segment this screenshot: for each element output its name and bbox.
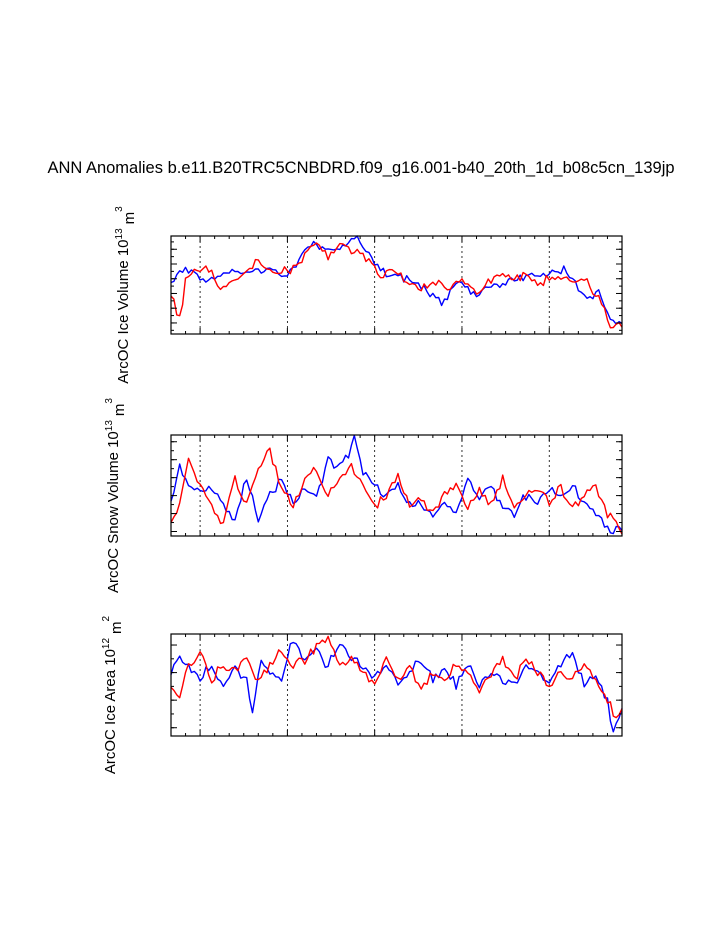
y-axis-label-part: m <box>121 212 138 225</box>
y-axis-label: ArcOC Ice Volume 1013 m3 <box>114 206 138 384</box>
y-axis-label-part: 13 <box>114 228 125 240</box>
plot-frame <box>170 434 623 537</box>
y-axis-label: ArcOC Snow Volume 1013 m3 <box>104 398 128 593</box>
y-axis-label: ArcOC Ice Area 1012 m2 <box>101 615 125 774</box>
y-axis-label-part: 3 <box>104 398 115 404</box>
y-axis-label-part: 12 <box>101 638 112 650</box>
y-axis-label-part: m <box>108 621 125 634</box>
chart-panel-3: ArcOC Ice Area 1012 m2 <box>101 615 623 774</box>
chart-panel-1: ArcOC Ice Volume 1013 m3 <box>114 206 623 384</box>
y-axis-label-part: m <box>111 404 128 417</box>
y-axis-label-part: 13 <box>104 420 115 432</box>
plot-frame <box>170 633 623 737</box>
series-line-blue <box>170 641 623 733</box>
y-axis-label-part: ArcOC Ice Area 10 <box>102 649 119 774</box>
main-title: ANN Anomalies b.e11.B20TRC5CNBDRD.f09_g1… <box>47 159 674 177</box>
plot-frame <box>170 235 623 335</box>
y-axis-label-part: ArcOC Ice Volume 10 <box>115 239 132 383</box>
series-line-red <box>170 635 623 719</box>
y-axis-label-part: ArcOC Snow Volume 10 <box>105 431 122 593</box>
y-axis-label-part: 3 <box>114 206 125 212</box>
chart-panel-2: ArcOC Snow Volume 1013 m3 <box>104 398 623 593</box>
series-line-blue <box>170 434 623 535</box>
y-axis-label-part: 2 <box>101 615 112 621</box>
series-line-red <box>170 447 623 535</box>
series-line-red <box>170 242 623 329</box>
